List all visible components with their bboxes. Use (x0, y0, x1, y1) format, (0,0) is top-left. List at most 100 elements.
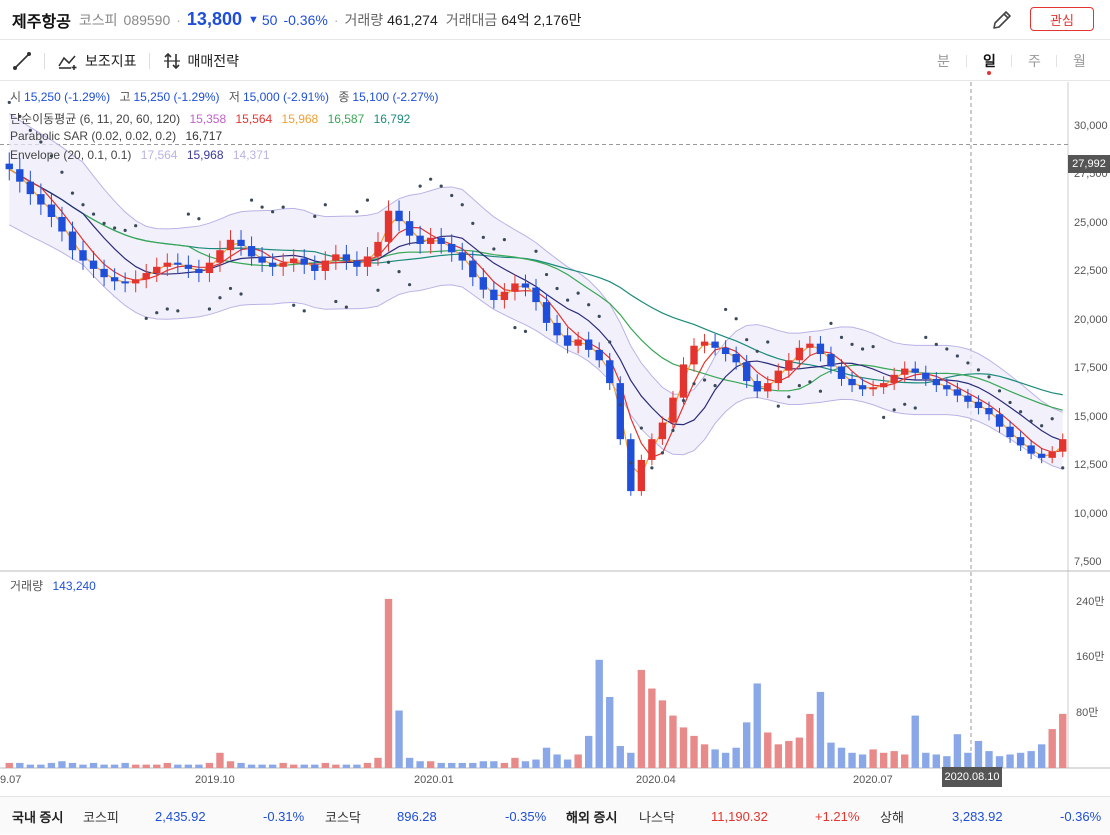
volume-legend-value: 143,240 (52, 579, 96, 593)
strategy-label: 매매전략 (187, 52, 240, 69)
overseas-market-label: 해외 증시 (566, 809, 618, 825)
volume-bar (16, 762, 24, 768)
volume-tick: 160만 (1076, 651, 1105, 663)
sar-dot (787, 395, 791, 399)
candle-body (16, 169, 24, 182)
sar-dot (629, 461, 633, 465)
sar-dot (544, 272, 549, 277)
volume-bar (890, 751, 898, 768)
volume-bar (669, 715, 677, 768)
sar-label: Parabolic SAR (0.02, 0.02, 0.2) (10, 129, 177, 143)
draw-tool-button[interactable] (12, 51, 32, 71)
kospi-name[interactable]: 코스피 (83, 809, 119, 825)
candle-body (995, 414, 1004, 427)
candle-body (806, 343, 814, 348)
sar-dot (660, 451, 665, 455)
candle-body (5, 163, 13, 170)
candle-body (26, 181, 35, 195)
sar-dot (91, 212, 96, 216)
sar-dot (49, 154, 54, 158)
envelope-lower-line (9, 224, 1063, 470)
volume-bar (47, 762, 56, 768)
volume-bar (690, 735, 698, 768)
volume-bar (606, 696, 614, 768)
volume-bar (184, 764, 193, 768)
strategy-button[interactable]: 매매전략 (162, 51, 240, 71)
stock-chart[interactable] (0, 82, 1110, 794)
kospi-value: 2,435.92 (155, 808, 206, 824)
volume-bar (142, 764, 150, 768)
volume-bar (437, 762, 445, 768)
candle-body (374, 241, 382, 257)
sar-dot (1018, 410, 1023, 414)
volume-bar (879, 752, 888, 768)
candle-body (879, 383, 888, 388)
sar-dot (429, 177, 433, 181)
candle-body (290, 258, 298, 263)
candle-body (690, 345, 698, 365)
shanghai-name[interactable]: 상해 (880, 809, 904, 825)
volume-bar (353, 764, 361, 768)
kosdaq-value: 896.28 (397, 808, 437, 824)
candle-body (332, 254, 340, 261)
sar-dot (1008, 400, 1012, 405)
pencil-icon[interactable] (990, 8, 1014, 32)
sar-dot (692, 382, 696, 386)
sar-dot (534, 249, 538, 253)
candle-body (100, 268, 108, 278)
envelope-legend: Envelope (20, 0.1, 0.1) 17,564 15,968 14… (10, 148, 276, 162)
candle-body (416, 235, 424, 244)
sar-dot (797, 383, 801, 388)
indicator-button[interactable]: 보조지표 (57, 51, 137, 71)
volume-bar (153, 764, 161, 768)
sar-dot (260, 205, 264, 209)
sma-value-120: 16,792 (373, 112, 411, 126)
sar-dot (924, 335, 928, 339)
period-month[interactable]: 월 (1073, 53, 1086, 69)
candle-body (363, 256, 372, 267)
candle-body (732, 354, 740, 363)
candle-body (247, 246, 256, 257)
candle-body (279, 262, 287, 267)
volume-bar (237, 762, 245, 768)
volume-bar (163, 762, 171, 768)
sar-dot (639, 426, 643, 430)
volume-bar (563, 759, 572, 768)
candle-body (574, 339, 582, 346)
candle-body (869, 387, 877, 390)
volume-bar (226, 761, 235, 768)
period-day[interactable]: 일 (983, 41, 996, 81)
volume-bar (521, 761, 530, 768)
indicator-label: 보조지표 (85, 52, 137, 69)
sar-dot (281, 205, 285, 209)
price-change: 50 (261, 11, 278, 28)
volume-bar (1006, 754, 1014, 768)
sar-dot (355, 210, 359, 214)
volume-bar (300, 764, 308, 768)
volume-bar (479, 761, 488, 768)
favorite-button[interactable]: 관심 (1030, 7, 1094, 31)
volume-bar (953, 734, 962, 768)
period-minute[interactable]: 분 (937, 53, 950, 69)
current-price: 13,800 (186, 9, 242, 29)
nasdaq-name[interactable]: 나스닥 (639, 809, 675, 825)
sar-dot (39, 140, 43, 144)
sar-dot (492, 247, 496, 251)
period-week[interactable]: 주 (1028, 53, 1041, 69)
volume-bar (774, 744, 782, 768)
candle-body (553, 322, 561, 336)
kosdaq-name[interactable]: 코스닥 (325, 809, 361, 825)
volume-bar (574, 754, 582, 768)
candle-body (353, 260, 361, 267)
sar-dot (818, 389, 823, 393)
sar-dot (650, 466, 654, 470)
volume-bar (490, 761, 498, 768)
candle-body (1048, 451, 1056, 458)
price-change-pct: -0.36% (283, 11, 328, 28)
volume-bar (901, 754, 909, 768)
kosdaq-change: -0.35% (505, 808, 547, 824)
volume-bar (100, 764, 108, 768)
candle-body (174, 262, 182, 265)
volume-bar (827, 742, 835, 768)
volume-bar (858, 754, 867, 768)
